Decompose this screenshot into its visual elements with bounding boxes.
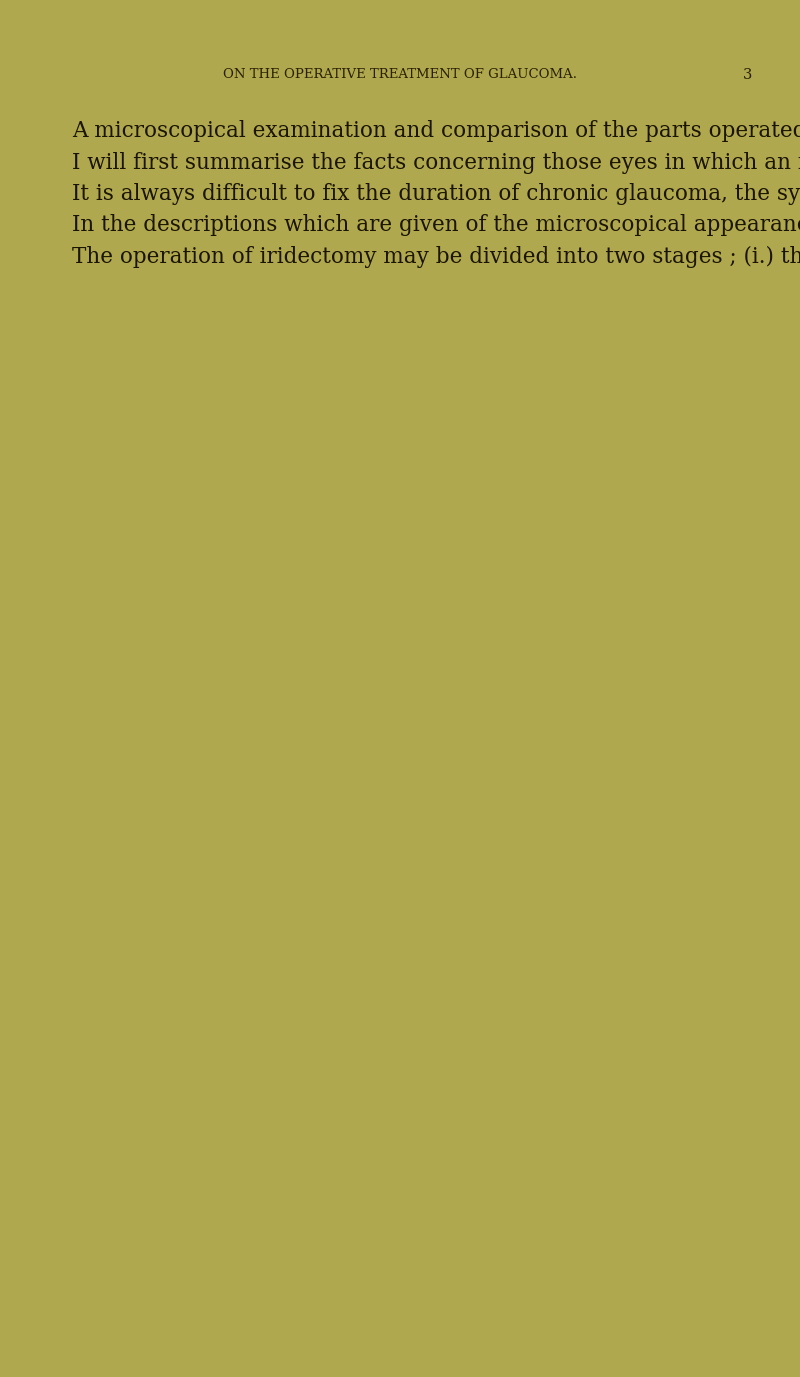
Text: A microscopical examination and comparison of the parts operated on in each of t: A microscopical examination and comparis… — [72, 120, 800, 142]
Text: ON THE OPERATIVE TREATMENT OF GLAUCOMA.: ON THE OPERATIVE TREATMENT OF GLAUCOMA. — [223, 69, 577, 81]
Text: The operation of iridectomy may be divided into two stages ; (i.) the incision ;: The operation of iridectomy may be divid… — [72, 246, 800, 269]
Text: 3: 3 — [742, 67, 752, 83]
Text: It is always difficult to fix the duration of chronic glaucoma, the symptoms beg: It is always difficult to fix the durati… — [72, 183, 800, 205]
Text: I will first summarise the facts concerning those eyes in which an iridectomy wa: I will first summarise the facts concern… — [72, 151, 800, 174]
Text: In the descriptions which are given of the microscopical appearances of these ey: In the descriptions which are given of t… — [72, 215, 800, 237]
